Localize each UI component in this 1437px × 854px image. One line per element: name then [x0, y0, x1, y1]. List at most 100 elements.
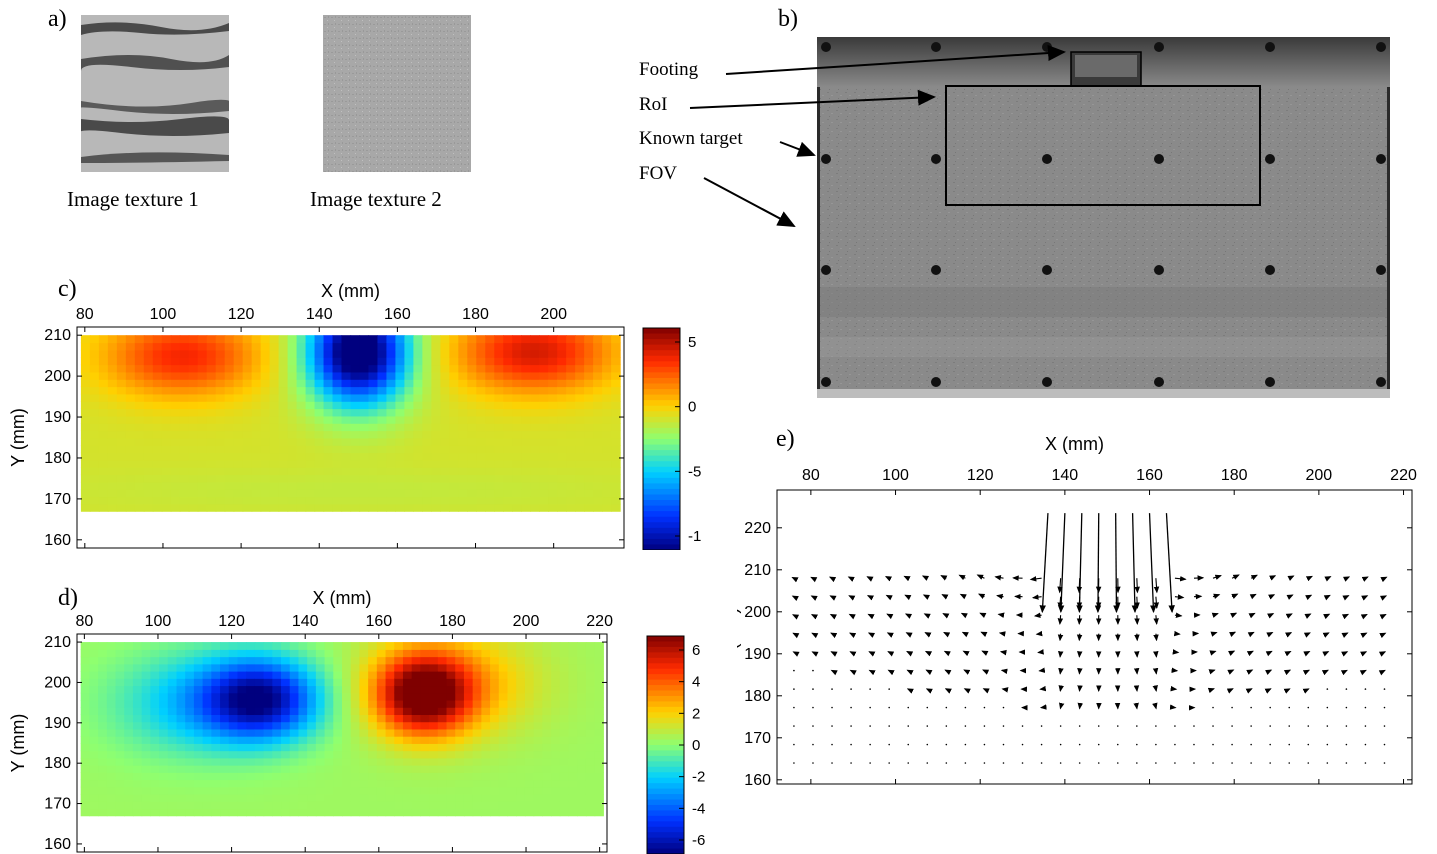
heatmap-cell: [307, 750, 317, 759]
colorbar-band: [643, 433, 680, 440]
heatmap-cell: [431, 459, 441, 468]
heatmap-cell: [251, 401, 262, 410]
vector-arrow: [810, 614, 819, 620]
heatmap-cell: [107, 335, 118, 344]
heatmap-cell: [106, 801, 117, 810]
heatmap-cell: [584, 393, 594, 402]
heatmap-cell: [350, 649, 361, 658]
heatmap-cell: [323, 371, 334, 380]
heatmap-cell: [220, 765, 230, 773]
heatmap-cell: [323, 489, 334, 498]
heatmap-cell: [185, 808, 195, 817]
heatmap-cell: [134, 379, 145, 388]
colorbar-band: [647, 794, 684, 801]
heatmap-cell: [80, 408, 91, 417]
heatmap-cell: [577, 736, 587, 744]
heatmap-cell: [125, 335, 136, 344]
heatmap-cell: [98, 357, 109, 366]
heatmap-cell: [602, 357, 612, 366]
heatmap-cell: [485, 335, 495, 344]
vector-dot: [831, 706, 833, 709]
heatmap-cell: [197, 349, 208, 358]
heatmap-cell: [446, 757, 456, 766]
heatmap-cell: [278, 401, 289, 410]
heatmap-cell: [179, 430, 190, 439]
heatmap-cell: [220, 678, 230, 687]
colorbar-band: [643, 483, 680, 490]
heatmap-cell: [188, 423, 199, 432]
colorbar-band: [647, 674, 684, 681]
heatmap-cell: [98, 707, 108, 716]
heatmap-cell: [224, 386, 235, 395]
heatmap-cell: [420, 750, 430, 759]
heatmap-cell: [559, 743, 570, 752]
heatmap-cell: [568, 786, 578, 795]
heatmap-cell: [402, 649, 413, 658]
heatmap-cell: [449, 474, 459, 483]
heatmap-cell: [411, 656, 421, 665]
heatmap-cell: [80, 678, 90, 687]
heatmap-cell: [386, 342, 397, 351]
heatmap-cell: [507, 649, 517, 658]
heatmap-cell: [359, 743, 369, 752]
heatmap-cell: [260, 342, 271, 351]
heatmap-cell: [481, 772, 491, 781]
heatmap-cell: [568, 707, 578, 716]
heatmap-cell: [224, 408, 235, 417]
heatmap-cell: [413, 408, 423, 417]
heatmap-cell: [324, 772, 334, 781]
heatmap-cell: [548, 393, 558, 402]
panel-label-a: a): [48, 6, 67, 32]
heatmap-cell: [566, 408, 576, 417]
heatmap-cell: [332, 364, 343, 373]
heatmap-cell: [98, 692, 108, 701]
heatmap-cell: [449, 467, 459, 476]
heatmap-cell: [359, 496, 370, 505]
heatmap-cell: [548, 349, 558, 358]
heatmap-cell: [80, 721, 90, 730]
heatmap-cell: [472, 765, 482, 773]
heatmap-cell: [134, 386, 145, 395]
heatmap-cell: [551, 750, 561, 759]
colorbar-band: [643, 377, 680, 385]
heatmap-cell: [289, 678, 300, 687]
heatmap-cell: [315, 642, 326, 650]
vector-arrow: [884, 576, 893, 582]
heatmap-cell: [542, 699, 552, 708]
heatmap-cell: [246, 736, 256, 744]
heatmap-cell: [150, 642, 160, 650]
heatmap-cell: [80, 393, 91, 402]
heatmap-cell: [476, 496, 486, 505]
heatmap-cell: [437, 663, 448, 672]
vector-arrow: [1174, 575, 1187, 582]
heatmap-cell: [89, 793, 99, 802]
heatmap-cell: [220, 685, 230, 694]
heatmap-cell: [188, 415, 199, 424]
heatmap-cell: [577, 685, 587, 694]
heatmap-cell: [116, 364, 127, 373]
heatmap-cell: [585, 765, 596, 773]
heatmap-cell: [485, 371, 495, 380]
heatmap-cell: [524, 728, 535, 737]
vector-dot: [1250, 706, 1252, 709]
heatmap-cell: [134, 489, 145, 498]
heatmap-cells: [80, 335, 621, 512]
y-tick-label: 210: [744, 562, 771, 579]
heatmap-cell: [98, 721, 108, 730]
heatmap-cell: [385, 793, 395, 802]
heatmap-cell: [533, 699, 543, 708]
heatmap-cell: [350, 750, 361, 759]
heatmap-cell: [134, 445, 145, 454]
heatmap-cell: [115, 663, 125, 672]
heatmap-cell: [512, 393, 522, 402]
heatmap-cell: [228, 671, 239, 679]
colorbar-band: [643, 422, 680, 429]
heatmap-cell: [332, 415, 343, 424]
heatmap-cell: [134, 335, 145, 344]
heatmap-cell: [298, 736, 308, 744]
heatmap-cell: [287, 430, 298, 439]
heatmap-cell: [431, 386, 441, 395]
colorbar-band: [647, 815, 684, 822]
heatmap-cell: [503, 342, 513, 351]
heatmap-cell: [281, 801, 291, 810]
